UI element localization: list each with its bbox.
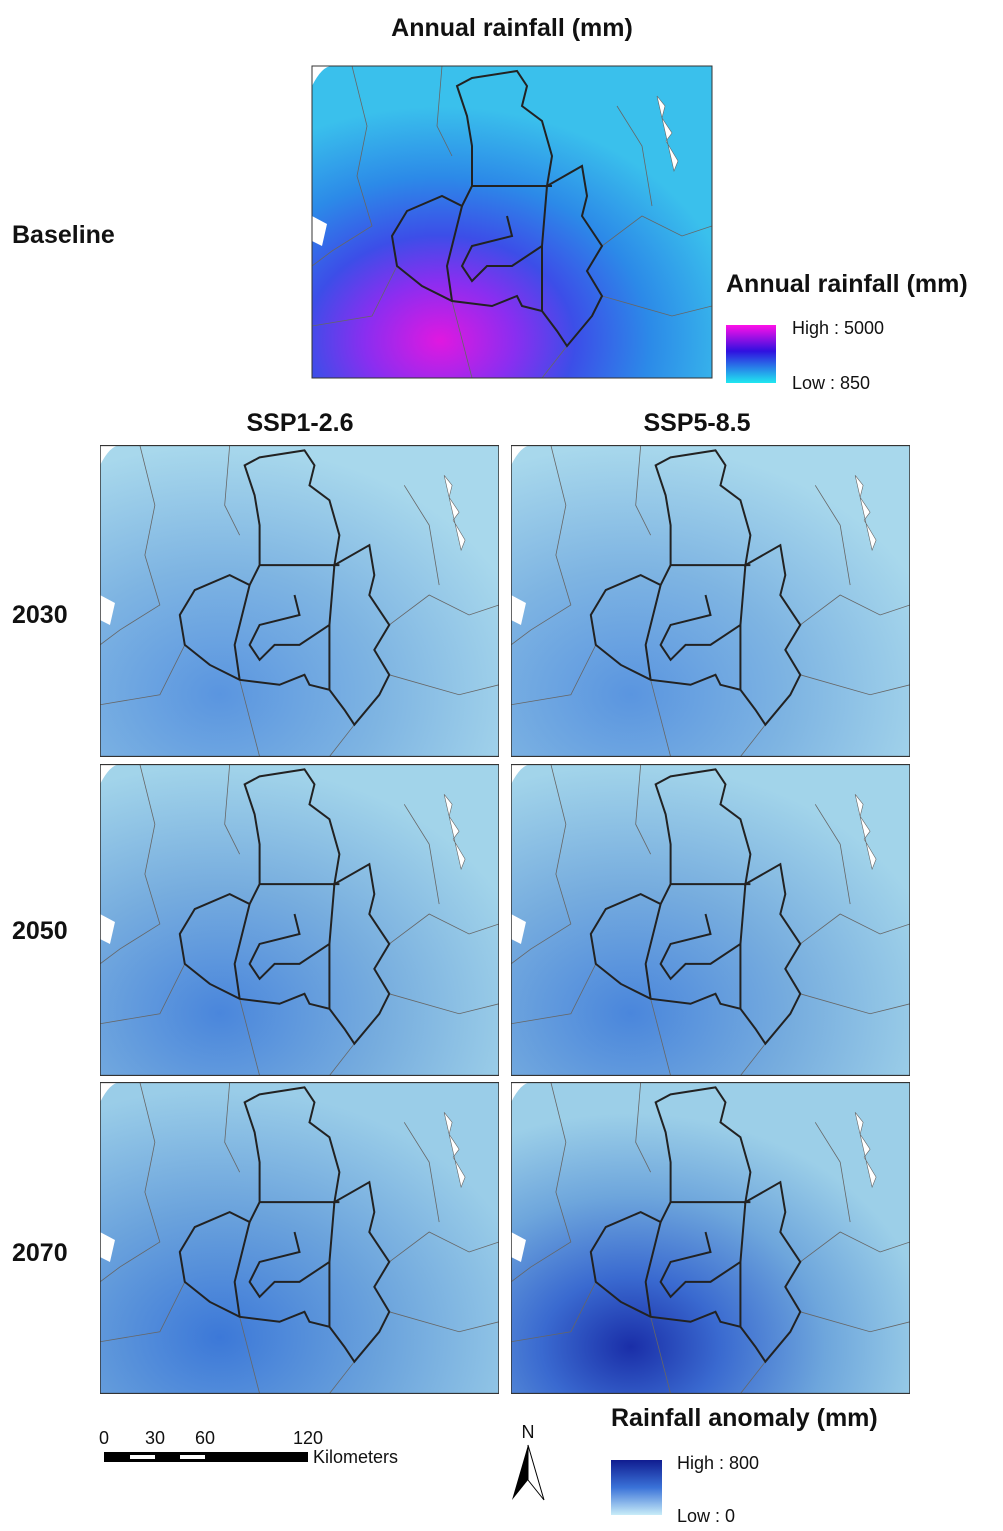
north-arrow: N [512,1422,545,1501]
legend-low: Low : 850 [792,373,870,393]
scale-tick: 0 [99,1428,109,1448]
anomaly-map [100,764,499,1076]
title: Annual rainfall (mm) [391,14,633,42]
legend-ramp [726,325,776,383]
legend-ramp [611,1460,662,1515]
row-label: 2030 [12,601,68,629]
anomaly-map [100,1082,499,1394]
column-label: SSP5-8.5 [643,409,750,437]
row-label: Baseline [12,221,115,249]
anomaly-map [100,445,499,757]
scale-tick: 120 [293,1428,323,1448]
legend-low: Low : 0 [677,1506,735,1526]
baseline-map [311,65,713,379]
row-label: 2050 [12,917,68,945]
anomaly-map [511,445,910,757]
anomaly-map [511,1082,910,1394]
column-label: SSP1-2.6 [246,409,353,437]
legend-title: Annual rainfall (mm) [726,270,968,298]
scale-tick: 60 [195,1428,215,1448]
legend-title: Rainfall anomaly (mm) [611,1404,878,1432]
anomaly-map [511,764,910,1076]
scale-bar: 0 30 60 120 Kilometers [99,1428,398,1467]
north-label: N [522,1422,535,1442]
legend-high: High : 800 [677,1453,759,1473]
row-label: 2070 [12,1239,68,1267]
scale-tick: 30 [145,1428,165,1448]
legend-high: High : 5000 [792,318,884,338]
scale-unit: Kilometers [313,1447,398,1467]
